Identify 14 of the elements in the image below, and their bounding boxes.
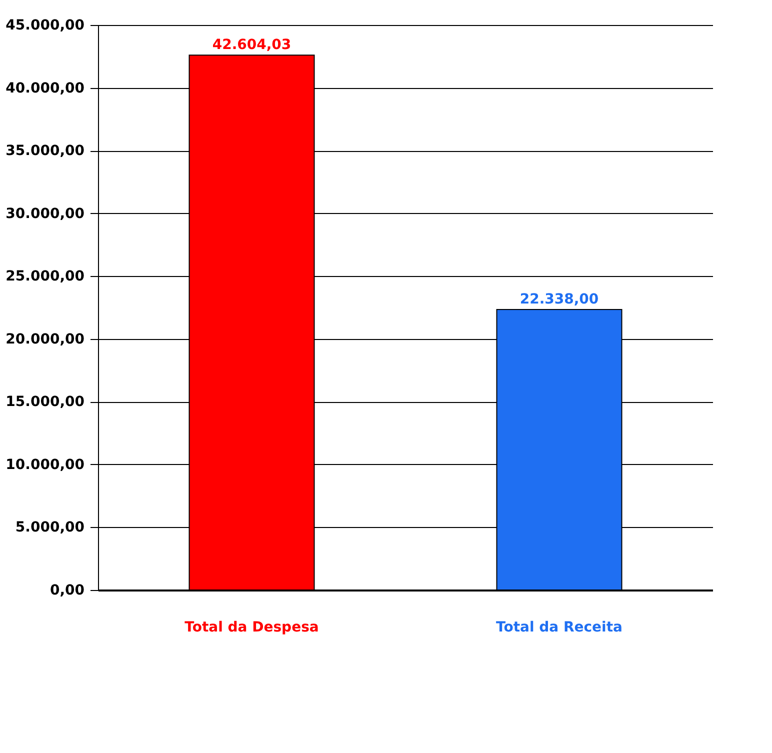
y-tick-label: 35.000,00: [6, 143, 85, 160]
x-tick-label: Total da Despesa: [184, 620, 319, 636]
y-tick-label: 15.000,00: [6, 394, 85, 410]
x-tick-label: Total da Receita: [496, 620, 622, 636]
y-tick-label: 0,00: [50, 582, 85, 598]
y-tick-label: 5.000,00: [15, 520, 85, 536]
y-tick-label: 30.000,00: [6, 206, 85, 222]
y-tick-label: 40.000,00: [6, 80, 85, 96]
y-tick-label: 10.000,00: [6, 456, 85, 473]
y-tick-label: 25.000,00: [6, 268, 85, 285]
data-label: 42.604,03: [212, 37, 292, 54]
data-label: 22.338,00: [520, 292, 599, 308]
y-tick-label: 45.000,00: [6, 18, 85, 34]
y-tick-label: 20.000,00: [6, 331, 85, 348]
